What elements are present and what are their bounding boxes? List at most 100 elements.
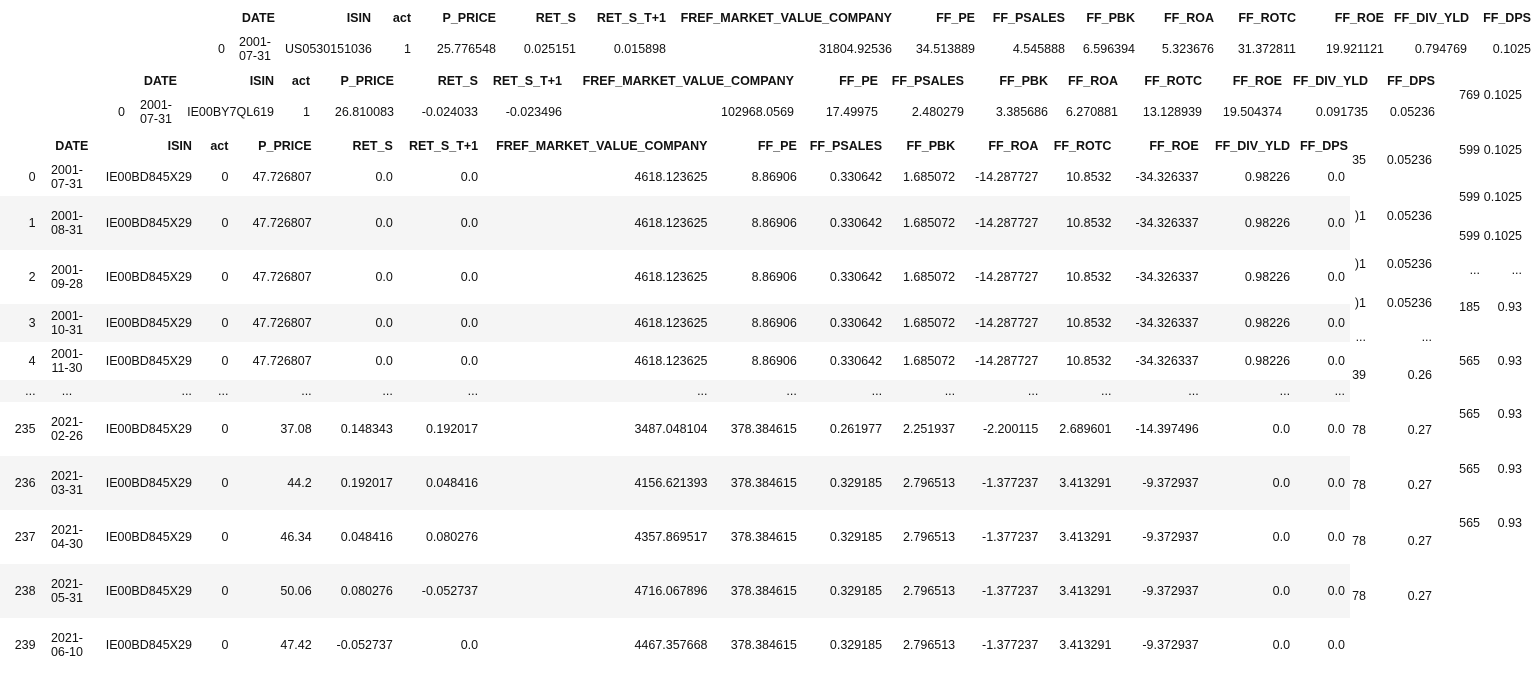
cell-p-price: 46.34 [280,530,312,544]
cell-p-price: 47.726807 [252,354,312,368]
ghost-df2-div-2: )1 [1354,257,1366,271]
table-header-row: DATE ISIN act P_PRICE RET_S RET_S_T+1 FREF_MAR… [190,5,1536,31]
column-header-ff-pbk: FF_PBK [1070,5,1140,31]
cell-ff-roe: -14.397496 [1135,422,1199,436]
table-row: 236 2021-03-31 IE00BD845X29 0 44.2 0.192017 0.… [0,456,1350,510]
column-header-fref-market-value-company: FREF_MARKET_VALUE_COMPANY [567,68,799,94]
row-index: 0 [218,42,225,56]
cell-ff-psales: 0.329185 [801,564,888,618]
cell-act: 0 [221,270,229,284]
cell-ff-roa: -1.377237 [982,530,1039,544]
column-header-ret-s: RET_S [316,134,398,158]
cell-ff-pe: 8.86906 [751,170,797,184]
cell-ff-roa: -2.200115 [982,422,1039,436]
ghost-df1-div-5: 185 [1459,300,1480,314]
cell-ff-dps: 0.0 [1327,422,1345,436]
cell-ret-s: -0.052737 [336,638,393,652]
cell-act: 0 [221,638,229,652]
ghost-df2-div-4: ... [1355,330,1366,344]
cell-ff-div-yld: 0.0 [1272,422,1291,436]
ghost-df1-div-1: 599 [1459,143,1480,157]
ghost-df2-dps-2: 0.05236 [1386,257,1432,271]
column-header-ff-pbk: FF_PBK [887,134,961,158]
cell-ff-roa: 5.323676 [1161,42,1214,56]
cell-ff-dps: 0.0 [1327,354,1345,368]
cell-ff-pe: 17.49975 [825,105,878,119]
column-header-ret-s: RET_S [399,68,483,94]
ghost-df1-div-7: 565 [1459,407,1480,421]
cell-ret-s: 0.0 [375,354,393,368]
cell-ff-psales: 0.330642 [829,354,883,368]
cell-ret-s: 0.148343 [340,422,393,436]
cell-fref-market-value-company: 4156.621393 [483,456,713,510]
cell-p-price: 47.726807 [233,304,317,342]
row-index: 2 [28,270,36,284]
cell-ff-dps: 0.05236 [1389,105,1435,119]
cell-ff-pe: ... [712,380,802,402]
cell-ff-rotc: 13.128939 [1142,105,1202,119]
cell-ff-dps: 0.0 [1295,304,1350,342]
ghost-df1-dps-3: 0.1025 [1483,229,1522,243]
ghost-df1-div-8: 565 [1459,462,1480,476]
cell-ff-roa: -1.377237 [960,564,1044,618]
cell-ff-roa: -1.377237 [960,456,1044,510]
cell-fref-market-value-company: 31804.92536 [819,42,892,56]
column-header-ff-pbk: FF_PBK [969,68,1053,94]
cell-ff-dps: ... [1295,380,1350,402]
cell-isin: IE00BD845X29 [105,170,192,184]
cell-ff-roe: -9.372937 [1116,456,1204,510]
cell-ff-roe: ... [1116,380,1204,402]
cell-ff-pe: 378.384615 [730,638,797,652]
row-index: 237 [14,530,36,544]
ghost-df1-div-9: 565 [1459,516,1480,530]
cell-ff-rotc: 3.413291 [1059,638,1112,652]
row-index: 4 [28,354,36,368]
cell-ff-pbk: 2.796513 [887,564,961,618]
column-header-act: act [196,134,234,158]
cell-ff-pbk: 1.685072 [902,170,956,184]
cell-fref-market-value-company: 4618.123625 [634,354,708,368]
ghost-df1-dps-8: 0.93 [1497,462,1522,476]
cell-fref-market-value-company: 4467.357668 [634,638,708,652]
cell-ret-s: -0.024033 [421,105,478,119]
cell-ff-rotc: 10.8532 [1043,304,1117,342]
row-index: ... [0,380,41,402]
cell-ret-s: 0.192017 [316,456,398,510]
column-header-ff-psales: FF_PSALES [883,68,969,94]
cell-ff-roa: -14.287727 [975,270,1039,284]
cell-ff-pe: 378.384615 [730,530,797,544]
column-header-ff-dps: FF_DPS [1295,134,1350,158]
cell-date: 2001-09-28 [50,263,83,291]
cell-act: 0 [221,354,229,368]
cell-ff-dps: 0.0 [1295,564,1350,618]
cell-ff-pbk: 1.685072 [902,270,956,284]
cell-ret-s-t-1: 0.048416 [397,456,484,510]
cell-p-price: 37.08 [280,422,312,436]
cell-ff-rotc: 3.413291 [1043,456,1117,510]
cell-ff-pe: 378.384615 [730,422,797,436]
cell-ff-roe: -9.372937 [1142,638,1199,652]
cell-p-price: 44.2 [233,456,317,510]
column-header-ff-pe: FF_PE [897,5,980,31]
cell-ff-pbk: 1.685072 [887,304,961,342]
column-header-isin: ISIN [280,5,376,31]
cell-p-price: ... [233,380,317,402]
cell-ff-rotc: ... [1043,380,1117,402]
row-index: 3 [0,304,41,342]
column-header-date: DATE [230,5,280,31]
cell-ff-psales: ... [801,380,888,402]
cell-date: 2001-11-30 [50,347,83,375]
cell-ret-s: 0.0 [375,170,393,184]
cell-ff-roa: ... [960,380,1044,402]
row-index: 239 [14,638,36,652]
table-row: 4 2001-11-30 IE00BD845X29 0 47.726807 0.0 0.0 4… [0,342,1350,380]
cell-isin: IE00BY7QL619 [187,105,274,119]
column-header-ff-roa: FF_ROA [960,134,1044,158]
cell-ff-pe: 378.384615 [712,564,802,618]
cell-ff-div-yld: 0.98226 [1203,304,1296,342]
cell-date: 2021-06-10 [50,631,83,659]
column-header-ret-s: RET_S [501,5,581,31]
cell-ret-s-t-1: 0.015898 [613,42,666,56]
cell-ff-rotc: 31.372811 [1237,42,1296,56]
cell-ff-div-yld: 0.0 [1203,456,1296,510]
